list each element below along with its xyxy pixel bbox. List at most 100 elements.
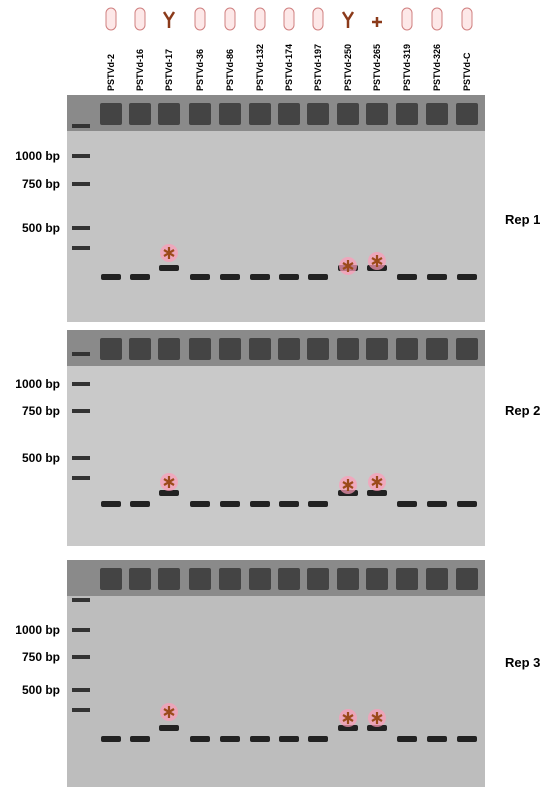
gel xyxy=(67,95,485,322)
well xyxy=(129,103,151,125)
lane-label: PSTVd-265 xyxy=(372,44,382,91)
well xyxy=(337,338,359,360)
well xyxy=(278,103,300,125)
ladder-band xyxy=(72,456,90,460)
well xyxy=(219,568,241,590)
asterisk xyxy=(163,476,175,488)
ladder-band xyxy=(72,655,90,659)
well xyxy=(307,568,329,590)
band xyxy=(279,274,299,280)
marker-label: 1000 bp xyxy=(15,623,60,637)
well xyxy=(249,103,271,125)
band xyxy=(308,736,328,742)
lane-icon xyxy=(224,7,236,31)
band xyxy=(190,274,210,280)
band xyxy=(250,274,270,280)
lane-label: PSTVd-174 xyxy=(284,44,294,91)
band xyxy=(101,736,121,742)
well xyxy=(249,338,271,360)
well xyxy=(129,568,151,590)
well xyxy=(189,103,211,125)
ladder-band xyxy=(72,628,90,632)
lane-icon xyxy=(341,11,355,28)
lane-label: PSTVd-250 xyxy=(343,44,353,91)
band xyxy=(130,274,150,280)
band xyxy=(130,736,150,742)
lane-label: PSTVd-C xyxy=(462,52,472,91)
well xyxy=(366,568,388,590)
band xyxy=(367,490,387,496)
lane-label: PSTVd-36 xyxy=(195,49,205,91)
band xyxy=(159,725,179,731)
lane-label: PSTVd-319 xyxy=(402,44,412,91)
lane-icon xyxy=(162,11,176,28)
ladder-band xyxy=(72,182,90,186)
well xyxy=(366,338,388,360)
asterisk xyxy=(163,247,175,259)
well xyxy=(249,568,271,590)
band xyxy=(308,501,328,507)
band xyxy=(427,501,447,507)
well xyxy=(396,568,418,590)
band xyxy=(159,265,179,271)
ladder-band xyxy=(72,154,90,158)
band xyxy=(220,274,240,280)
well xyxy=(278,568,300,590)
well xyxy=(456,568,478,590)
ladder-band xyxy=(72,246,90,250)
marker-label: 1000 bp xyxy=(15,377,60,391)
marker-label: 750 bp xyxy=(22,650,60,664)
band xyxy=(397,736,417,742)
well xyxy=(219,338,241,360)
band xyxy=(279,736,299,742)
well xyxy=(307,103,329,125)
lane-label: PSTVd-197 xyxy=(313,44,323,91)
band xyxy=(427,274,447,280)
lane-label: PSTVd-2 xyxy=(106,54,116,91)
well xyxy=(189,338,211,360)
band xyxy=(101,501,121,507)
marker-label: 500 bp xyxy=(22,221,60,235)
well xyxy=(366,103,388,125)
gel xyxy=(67,560,485,787)
well xyxy=(396,103,418,125)
lane-icon xyxy=(283,7,295,31)
ladder-band xyxy=(72,226,90,230)
well xyxy=(158,568,180,590)
lane-icon xyxy=(312,7,324,31)
band xyxy=(159,490,179,496)
well xyxy=(158,103,180,125)
well xyxy=(307,338,329,360)
band xyxy=(130,501,150,507)
band xyxy=(250,736,270,742)
asterisk xyxy=(371,255,383,267)
marker-label: 750 bp xyxy=(22,404,60,418)
band xyxy=(338,725,358,731)
well xyxy=(100,103,122,125)
ladder-band xyxy=(72,598,90,602)
lane-icon xyxy=(134,7,146,31)
lane-label: PSTVd-17 xyxy=(164,49,174,91)
well xyxy=(426,103,448,125)
asterisk xyxy=(342,479,354,491)
asterisk xyxy=(371,476,383,488)
ladder-band xyxy=(72,352,90,356)
well xyxy=(456,338,478,360)
band xyxy=(367,725,387,731)
asterisk xyxy=(163,706,175,718)
band xyxy=(190,501,210,507)
lane-icon xyxy=(372,17,382,27)
well xyxy=(158,338,180,360)
ladder-band xyxy=(72,708,90,712)
band xyxy=(457,274,477,280)
well xyxy=(100,568,122,590)
marker-label: 1000 bp xyxy=(15,149,60,163)
band xyxy=(457,736,477,742)
band xyxy=(427,736,447,742)
band xyxy=(220,501,240,507)
well xyxy=(337,103,359,125)
lane-icon xyxy=(401,7,413,31)
lane-icon xyxy=(461,7,473,31)
well xyxy=(219,103,241,125)
